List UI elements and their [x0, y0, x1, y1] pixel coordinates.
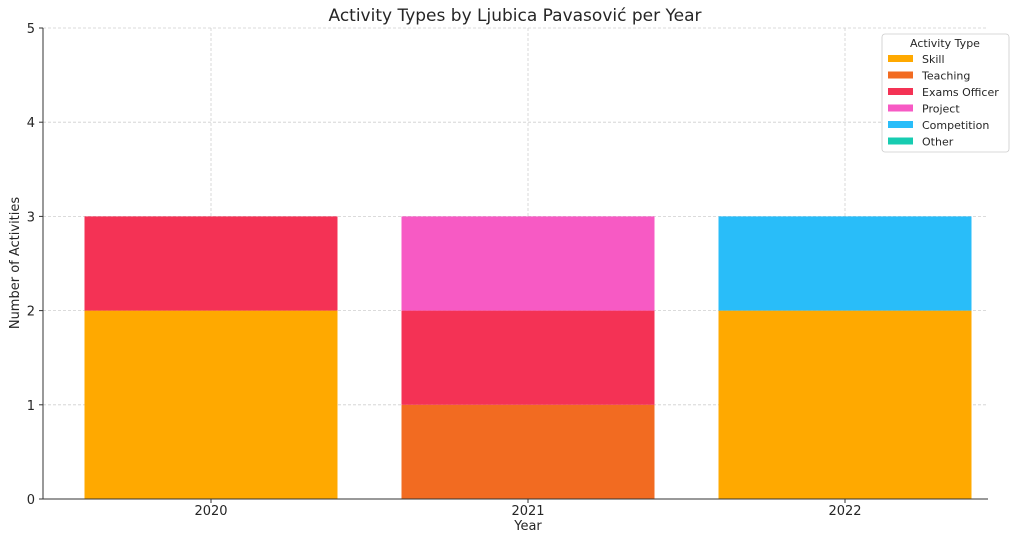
bar-segment-2021-exams-officer — [401, 310, 655, 405]
legend-label: Exams Officer — [922, 86, 999, 99]
chart-title: Activity Types by Ljubica Pavasović per … — [328, 6, 701, 26]
tick-labels: 0 1 2 3 4 5 2020 2021 2022 — [27, 22, 862, 519]
legend-swatch — [888, 55, 913, 62]
legend-box — [881, 33, 1010, 153]
y-tick-label: 4 — [27, 116, 35, 131]
legend-label: Skill — [922, 53, 945, 66]
legend-label: Project — [922, 103, 960, 116]
legend-entries: Skill Teaching Exams Officer Project Competi… — [888, 53, 999, 149]
bar-segment-2022-skill — [718, 310, 972, 499]
x-axis-label: Year — [513, 519, 542, 534]
legend-title: Activity Type — [910, 37, 980, 50]
y-tick-label: 1 — [27, 399, 35, 414]
y-tick-label: 2 — [27, 305, 35, 320]
bar-segment-2021-teaching — [401, 404, 655, 499]
legend-swatch — [888, 71, 913, 79]
legend: Activity Type Skill Teaching Exams Officer… — [881, 33, 1010, 153]
legend-label: Competition — [922, 119, 989, 132]
bar-segment-2021-project — [401, 216, 655, 311]
y-tick-label: 0 — [27, 493, 35, 508]
legend-swatch — [888, 121, 913, 128]
legend-swatch — [888, 88, 913, 95]
legend-label: Teaching — [921, 70, 970, 83]
legend-swatch — [888, 104, 913, 112]
legend-label: Other — [922, 136, 954, 149]
y-tick-label: 3 — [27, 210, 35, 225]
y-axis-label: Number of Activities — [8, 197, 23, 330]
axes — [42, 28, 988, 500]
x-tick-label: 2020 — [194, 504, 227, 519]
x-tick-label: 2022 — [828, 504, 861, 519]
y-tick-label: 5 — [27, 22, 35, 37]
x-tick-label: 2021 — [511, 504, 544, 519]
bar-segment-2022-competition — [718, 216, 972, 311]
bar-segment-2020-skill — [84, 310, 338, 499]
legend-swatch — [888, 137, 913, 145]
bars — [84, 216, 972, 499]
bar-segment-2020-exams-officer — [84, 216, 338, 311]
